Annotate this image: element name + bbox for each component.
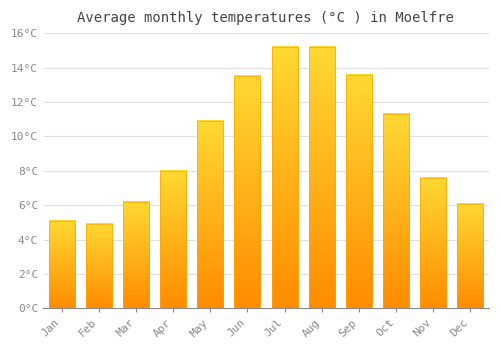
Bar	[86, 224, 112, 308]
Title: Average monthly temperatures (°C ) in Moelfre: Average monthly temperatures (°C ) in Mo…	[78, 11, 454, 25]
Bar	[234, 76, 260, 308]
Bar	[272, 47, 297, 308]
Bar	[383, 114, 409, 308]
Bar	[160, 171, 186, 308]
Bar	[123, 202, 149, 308]
Bar	[48, 221, 74, 308]
Bar	[420, 178, 446, 308]
Bar	[346, 75, 372, 308]
Bar	[458, 204, 483, 308]
Bar	[308, 47, 334, 308]
Bar	[197, 121, 223, 308]
